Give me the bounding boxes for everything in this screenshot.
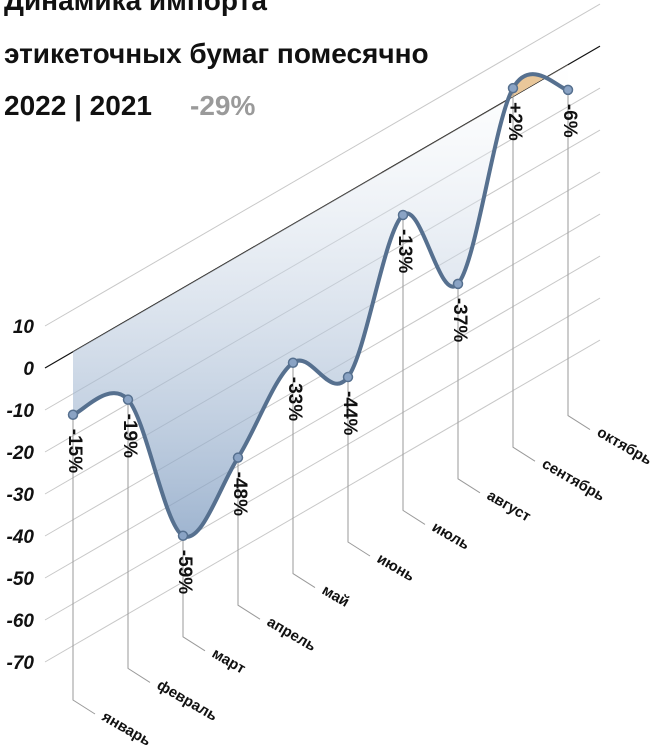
- value-label: -13%: [394, 229, 415, 273]
- point: [397, 209, 409, 221]
- leader-line: [182, 535, 206, 652]
- leader-line: [72, 414, 96, 715]
- x-tick-label: июнь: [374, 550, 417, 585]
- leader-line: [127, 399, 151, 683]
- point: [562, 84, 574, 96]
- annotation: -29%: [190, 90, 255, 121]
- point: [122, 394, 134, 405]
- leader-line: [292, 362, 316, 589]
- value-label: -6%: [559, 104, 580, 138]
- x-tick-label: сентябрь: [539, 455, 608, 504]
- point: [287, 357, 299, 369]
- y-tick-label: -30: [7, 485, 35, 506]
- y-tick-label: -10: [7, 401, 35, 422]
- leader-line: [567, 89, 591, 431]
- grid-line: [44, 297, 601, 621]
- value-label: -33%: [284, 377, 305, 421]
- leader-line: [457, 283, 481, 494]
- value-label: -59%: [174, 550, 195, 594]
- y-tick-label: -50: [7, 569, 35, 590]
- value-label: -15%: [64, 429, 85, 473]
- area: [73, 64, 568, 537]
- leader-line: [402, 214, 426, 525]
- y-tick-label: 0: [23, 359, 34, 380]
- point: [67, 409, 79, 421]
- y-tick-label: -40: [7, 527, 35, 548]
- grid-line: [44, 255, 601, 579]
- grid-line: [44, 3, 601, 327]
- value-label: -19%: [119, 414, 140, 458]
- value-label: -44%: [339, 391, 360, 435]
- leader-line: [237, 457, 261, 620]
- y-tick-label: -60: [7, 611, 35, 632]
- chart-title: этикеточных бумаг помесячно: [4, 38, 429, 69]
- grid-line: [44, 339, 601, 663]
- value-label: +2%: [504, 102, 525, 141]
- point: [177, 530, 189, 542]
- point: [452, 278, 464, 290]
- x-tick-label: август: [484, 487, 534, 525]
- leader-line: [512, 88, 536, 462]
- line: [71, 72, 570, 539]
- point: [342, 371, 354, 383]
- x-tick-label: март: [209, 645, 248, 678]
- y-tick-label: -70: [7, 653, 35, 674]
- x-tick-label: апрель: [264, 613, 319, 655]
- point: [232, 452, 244, 463]
- x-tick-label: май: [319, 582, 352, 611]
- chart-subtitle: 2022 | 2021: [4, 90, 152, 121]
- leader-line: [347, 377, 371, 557]
- x-tick-label: февраль: [154, 677, 220, 725]
- x-tick-label: январь: [99, 708, 154, 750]
- y-tick-label: 10: [13, 317, 35, 338]
- value-label: -48%: [229, 472, 250, 516]
- value-label: -37%: [449, 298, 470, 342]
- x-tick-label: октябрь: [594, 424, 655, 469]
- point: [507, 82, 519, 94]
- y-tick-label: -20: [7, 443, 35, 464]
- x-tick-label: июль: [429, 519, 473, 554]
- chart-title: Динамика импорта: [4, 0, 267, 16]
